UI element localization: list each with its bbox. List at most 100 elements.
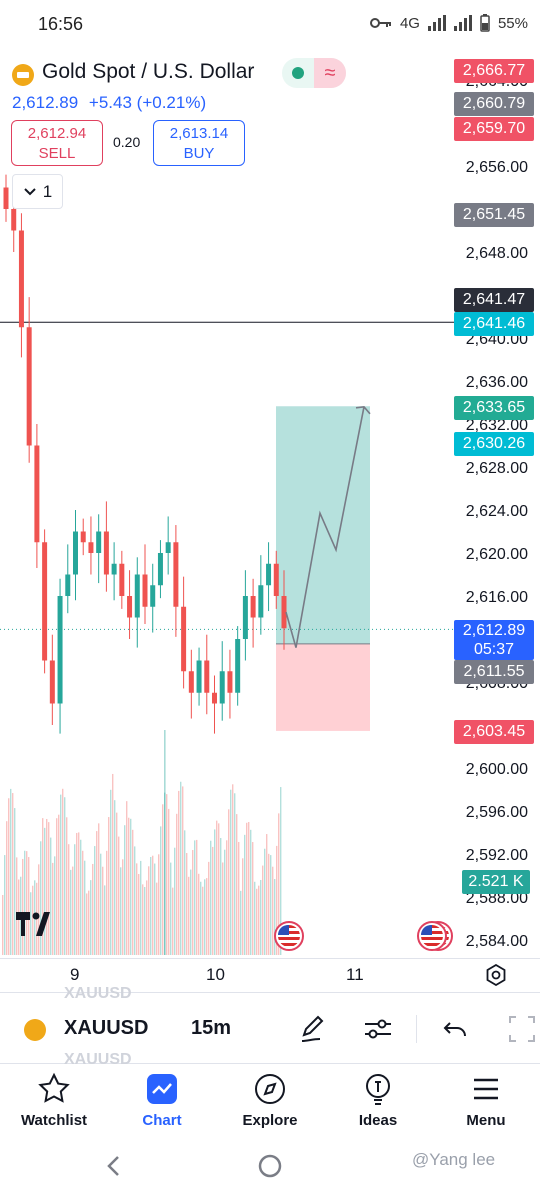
volume-bar: [154, 863, 156, 955]
home-icon[interactable]: [258, 1154, 282, 1178]
candle-body: [273, 563, 279, 596]
toolbar-divider: [416, 1015, 417, 1043]
volume-bar: [76, 832, 78, 955]
buy-button[interactable]: 2,613.14 BUY: [153, 120, 245, 166]
network-type: 4G: [399, 14, 420, 32]
candle-body: [258, 585, 264, 618]
volume-bar: [24, 850, 26, 955]
volume-bar: [88, 890, 90, 955]
volume-bar: [4, 855, 6, 955]
pencil-icon[interactable]: [296, 1013, 328, 1045]
candle-body: [57, 596, 63, 704]
volume-bar: [6, 821, 8, 955]
symbol-selector[interactable]: XAUUSD: [64, 1017, 149, 1039]
volume-bar: [232, 784, 234, 955]
volume-bar: [8, 798, 10, 955]
us-flag-icon[interactable]: [274, 921, 304, 951]
nav-label: Watchlist: [20, 1112, 88, 1129]
volume-bar: [22, 858, 24, 955]
undo-icon[interactable]: [440, 1013, 472, 1045]
buy-price: 2,613.14: [169, 125, 229, 142]
menu-icon: [474, 1078, 498, 1100]
volume-bar: [236, 814, 238, 955]
volume-bar: [234, 793, 236, 955]
volume-bar: [256, 888, 258, 955]
nav-watchlist[interactable]: Watchlist: [4, 1072, 104, 1129]
ghost-symbol-top: XAUUSD: [64, 985, 132, 1002]
volume-bar: [82, 850, 84, 955]
indicators-icon[interactable]: [362, 1013, 394, 1045]
volume-bar: [220, 838, 222, 955]
candle-body: [88, 542, 94, 553]
volume-bar: [180, 781, 182, 955]
sell-button[interactable]: 2,612.94 SELL: [11, 120, 103, 166]
price-line: 2,612.89 +5.43 (+0.21%): [12, 93, 212, 113]
symbol-title[interactable]: Gold Spot / U.S. Dollar: [42, 60, 255, 83]
nav-ideas[interactable]: Ideas: [328, 1072, 428, 1129]
volume-bar: [90, 880, 92, 955]
back-icon[interactable]: [104, 1154, 124, 1178]
battery-icon: [480, 14, 490, 32]
volume-bar: [48, 822, 50, 955]
volume-bar: [192, 850, 194, 955]
indicator-count: 1: [42, 181, 53, 201]
candle-body: [235, 639, 241, 693]
x-tick: 10: [206, 965, 225, 984]
price-axis-tick: 2,600.00: [466, 761, 528, 778]
volume-bar: [44, 827, 46, 955]
volume-bar: [200, 881, 202, 955]
system-navigation: [0, 1146, 540, 1194]
price-chart[interactable]: 2,664.002,656.002,648.002,640.002,636.00…: [0, 40, 540, 958]
price-axis-tick: 2,632.00: [466, 417, 528, 434]
volume-bar: [106, 850, 108, 955]
volume-bar: [242, 858, 244, 955]
volume-bar: [254, 881, 256, 955]
lightbulb-icon: [366, 1074, 390, 1105]
candle-body: [219, 671, 225, 704]
volume-bar: [158, 854, 160, 955]
candle-body: [173, 542, 179, 607]
volume-bar: [128, 817, 130, 955]
volume-bar: [114, 800, 116, 955]
volume-bar: [124, 825, 126, 955]
volume-bar: [280, 787, 282, 955]
settings-icon[interactable]: [485, 964, 507, 986]
price-tag: 2,633.65: [454, 396, 534, 420]
volume-bar: [266, 834, 268, 955]
volume-bar: [228, 809, 230, 955]
nav-menu[interactable]: Menu: [436, 1072, 536, 1129]
signal-icon-2: [453, 15, 472, 31]
market-status-pill[interactable]: ≈: [282, 58, 346, 88]
status-time: 16:56: [38, 14, 84, 34]
volume-bar: [244, 834, 246, 955]
volume-bar: [224, 849, 226, 955]
volume-bar: [28, 857, 30, 955]
candle-body: [73, 531, 78, 575]
indicator-toggle[interactable]: 1: [12, 174, 63, 209]
candle-body: [157, 553, 163, 586]
candle-body: [281, 596, 287, 629]
fullscreen-icon[interactable]: [506, 1013, 538, 1045]
volume-bar: [184, 830, 186, 955]
gold-symbol-icon: [24, 1019, 46, 1041]
volume-bar: [78, 832, 80, 955]
chart-icon: [147, 1074, 177, 1104]
nav-chart[interactable]: Chart: [112, 1072, 212, 1129]
volume-bar: [168, 808, 170, 955]
bottom-navigation: Watchlist Chart Explore Ideas Menu: [0, 1066, 540, 1146]
price-tag: 2,611.55: [454, 660, 534, 684]
candle-body: [103, 531, 109, 575]
volume-bar: [116, 812, 118, 955]
nav-explore[interactable]: Explore: [220, 1072, 320, 1129]
volume-bar: [206, 878, 208, 955]
buy-label: BUY: [183, 145, 215, 162]
interval-selector[interactable]: 15m: [191, 1017, 232, 1039]
nav-label: Chart: [142, 1112, 182, 1129]
time-axis[interactable]: 9 10 11: [0, 958, 540, 992]
price-change: +5.43 (+0.21%): [88, 93, 207, 112]
sell-price: 2,612.94: [27, 125, 87, 142]
price-tag: 2,666.77: [454, 59, 534, 83]
us-flag-icon-3[interactable]: [417, 921, 447, 951]
price-axis-tick: 2,588.00: [466, 890, 528, 907]
volume-bar: [30, 892, 32, 955]
